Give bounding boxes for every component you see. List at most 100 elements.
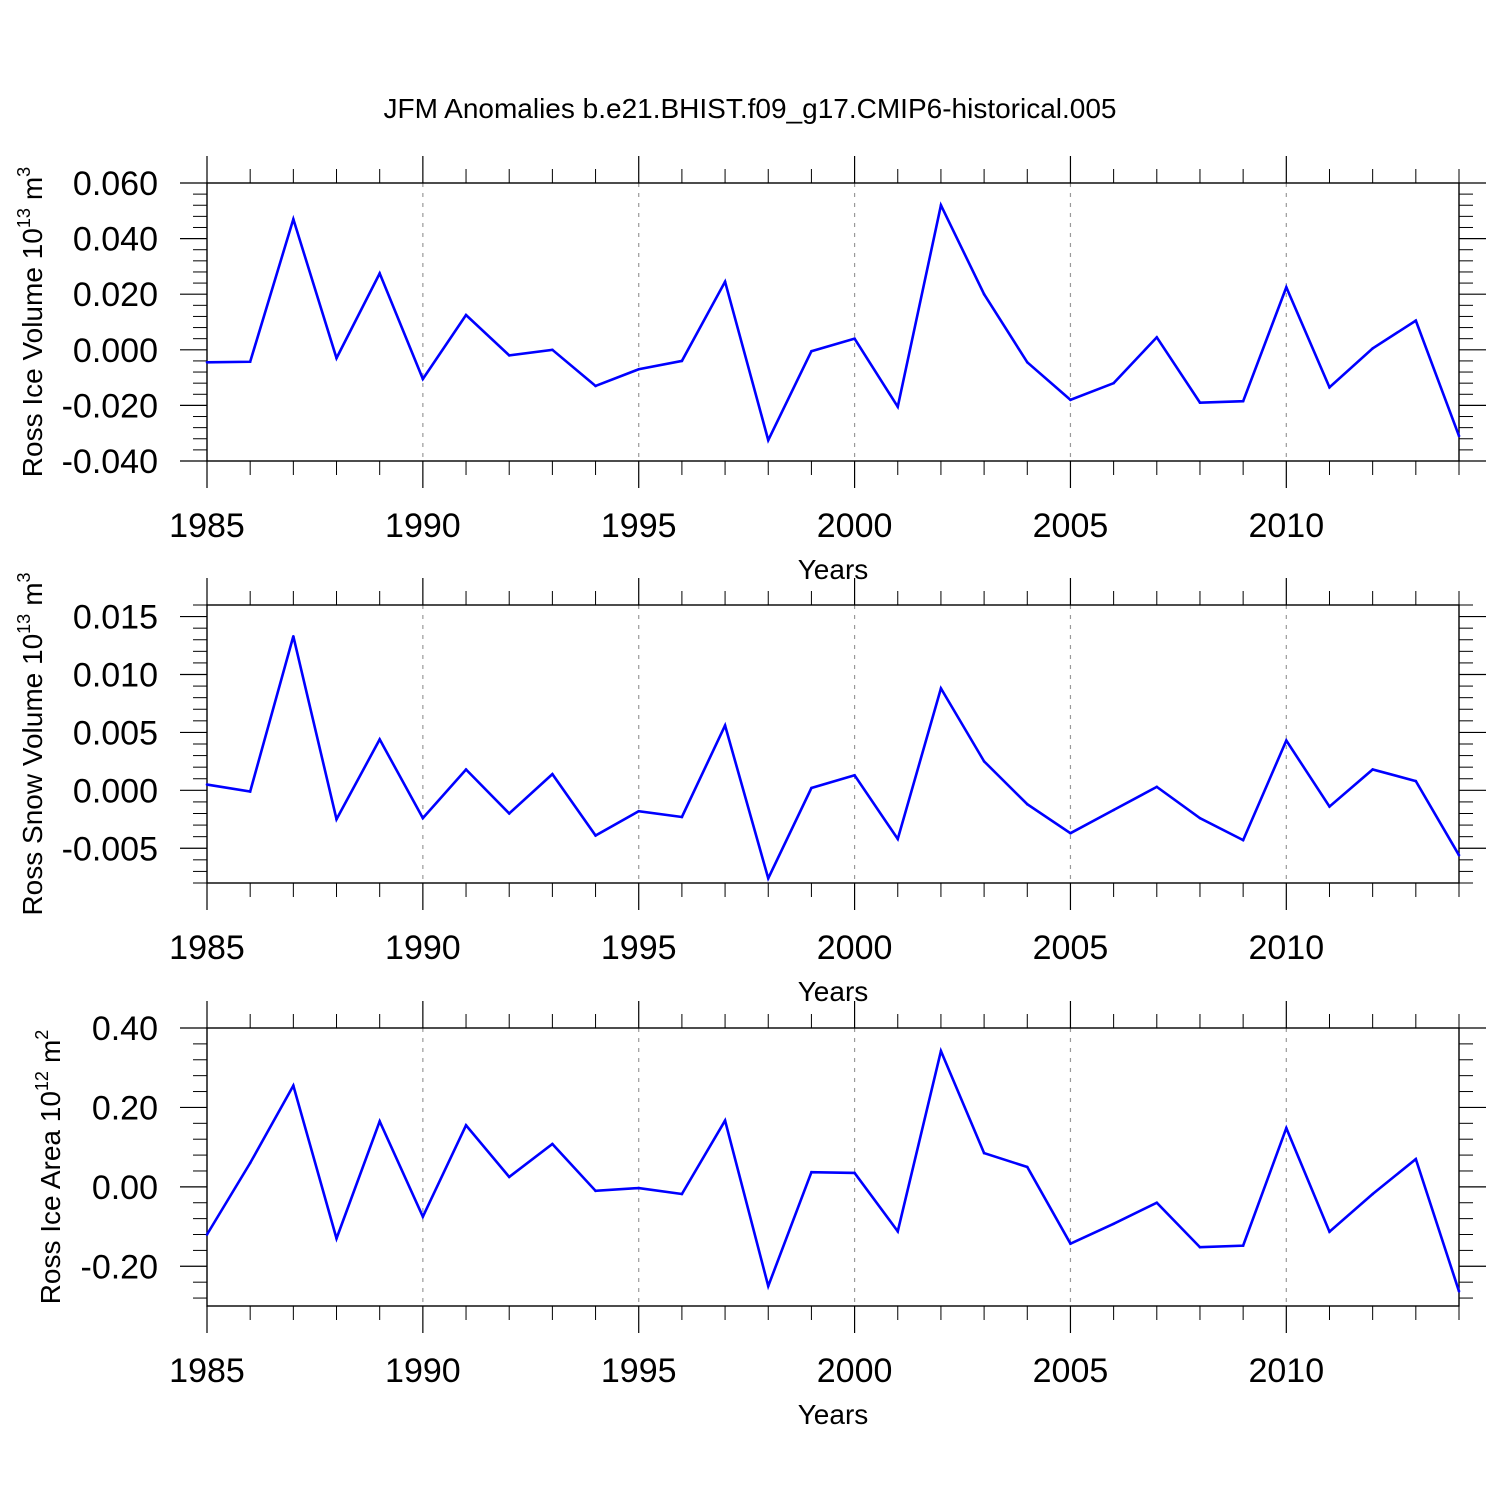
data-point: [421, 1215, 425, 1218]
data-point: [1112, 381, 1115, 385]
data-point: [335, 1237, 338, 1240]
x-tick-label: 2010: [1248, 507, 1324, 545]
y-axis-title-ylabel-unit: m: [35, 1040, 66, 1063]
y-tick-label: 0.00: [92, 1169, 158, 1207]
data-point: [1025, 361, 1029, 364]
data-point: [292, 217, 295, 221]
y-axis-title-ylabel: Ross Snow Volume 10: [17, 634, 48, 916]
y-tick-label: 0.000: [73, 772, 158, 810]
x-tick-label: 2005: [1033, 1352, 1109, 1390]
data-point: [810, 349, 813, 353]
data-point: [464, 313, 468, 317]
y-tick-label: -0.020: [62, 387, 158, 425]
x-tick-label: 1990: [385, 507, 461, 545]
y-tick-label: -0.20: [81, 1248, 159, 1286]
series-line: [206, 201, 1461, 444]
data-point: [248, 1161, 252, 1165]
data-point: [335, 356, 338, 360]
plot-frame: [206, 604, 1460, 884]
data-point: [507, 354, 511, 357]
x-tick-label: 1995: [601, 1352, 677, 1390]
data-point: [1112, 808, 1115, 812]
y-axis-title-ylabel-unit: m: [17, 177, 48, 200]
y-axis-title-ylabel-exp: 12: [32, 1071, 52, 1091]
data-point: [1414, 1157, 1418, 1161]
data-point: [551, 772, 554, 776]
data-point: [248, 360, 252, 364]
data-point: [464, 768, 468, 771]
y-tick-label: -0.005: [62, 830, 158, 868]
data-point: [205, 1233, 209, 1236]
data-point: [766, 438, 770, 442]
data-point: [1155, 785, 1159, 789]
data-point: [594, 834, 597, 837]
data-point: [1414, 319, 1418, 322]
data-point: [1285, 1126, 1288, 1130]
x-tick-label: 1995: [601, 929, 677, 967]
data-point: [1371, 347, 1374, 350]
x-tick-label: 2005: [1033, 507, 1109, 545]
data-point: [939, 687, 943, 690]
data-point: [292, 1084, 295, 1087]
data-point: [1069, 1242, 1072, 1245]
data-point: [810, 786, 813, 790]
panel-1: -0.040 -0.020 0.000 0.020 0.040 0.060 1985 1990…: [14, 156, 1486, 585]
x-tick-label: 2000: [817, 507, 893, 545]
panel-3: -0.20 0.00 0.20 0.40 1985 1990 1995 2000 2005 201…: [32, 1001, 1486, 1430]
data-point: [378, 1120, 381, 1123]
data-point: [551, 348, 554, 352]
data-point: [939, 203, 943, 207]
data-point: [1155, 1201, 1159, 1205]
y-tick-label: 0.060: [73, 165, 158, 203]
data-point: [982, 1151, 986, 1155]
data-point: [1155, 335, 1159, 339]
y-tick-label: 0.20: [92, 1089, 158, 1127]
data-point: [1457, 853, 1461, 857]
data-point: [637, 1186, 641, 1190]
data-point: [680, 1192, 684, 1196]
data-point: [766, 877, 770, 880]
x-tick-label: 1995: [601, 507, 677, 545]
y-tick-label: 0.40: [92, 1010, 158, 1048]
data-point: [982, 292, 986, 296]
y-axis-title: Ross Snow Volume 1013 m3: [14, 572, 48, 915]
data-point: [378, 272, 381, 275]
y-axis-title-ylabel: Ross Ice Area 10: [35, 1091, 66, 1304]
panels: -0.040 -0.020 0.000 0.020 0.040 0.060 1985 1990…: [14, 156, 1486, 1430]
y-tick-label: 0.000: [73, 332, 158, 370]
data-point: [680, 815, 684, 819]
data-point: [723, 280, 727, 283]
y-axis-title-ylabel-exp: 13: [14, 614, 34, 634]
y-tick-label: 0.005: [73, 714, 158, 752]
y-axis-title-ylabel: Ross Ice Volume 10: [17, 228, 48, 477]
data-point: [853, 773, 856, 777]
data-point: [1371, 1192, 1374, 1196]
y-tick-label: 0.015: [73, 599, 158, 637]
y-axis-title: Ross Ice Area 1012 m2: [32, 1030, 66, 1305]
data-point: [723, 1119, 727, 1122]
figure-title: JFM Anomalies b.e21.BHIST.f09_g17.CMIP6-…: [383, 93, 1116, 124]
data-point: [1285, 285, 1288, 289]
data-point: [1025, 1165, 1029, 1169]
data-point: [810, 1170, 813, 1174]
x-tick-label: 1985: [169, 929, 245, 967]
data-point: [1457, 1290, 1461, 1293]
data-point: [205, 783, 209, 786]
data-point: [1457, 434, 1461, 438]
x-tick-label: 2000: [817, 1352, 893, 1390]
x-tick-label: 1985: [169, 507, 245, 545]
data-point: [1112, 1222, 1115, 1226]
data-point: [723, 724, 727, 727]
data-point: [205, 361, 209, 364]
data-point: [1198, 1245, 1202, 1249]
y-axis-title-ylabel-unit-exp: 3: [14, 572, 34, 582]
data-point: [1414, 779, 1418, 783]
data-point: [1241, 399, 1245, 403]
plot-frame: [206, 182, 1460, 462]
x-tick-label: 1985: [169, 1352, 245, 1390]
x-tick-label: 2005: [1033, 929, 1109, 967]
data-point: [1241, 1244, 1245, 1247]
data-point: [939, 1049, 943, 1053]
